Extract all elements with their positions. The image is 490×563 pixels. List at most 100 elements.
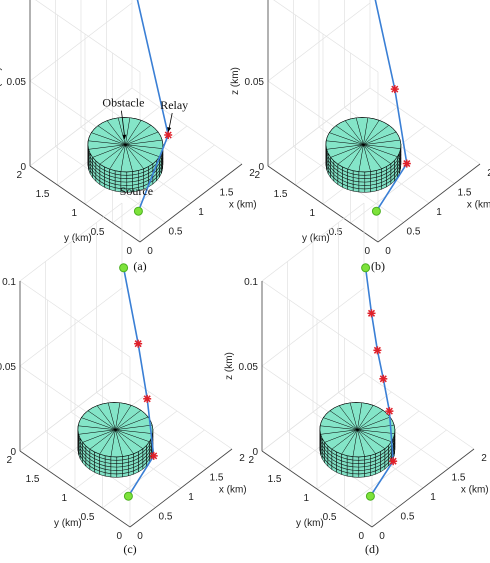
- y-tick-label: 0.5: [91, 227, 105, 238]
- annotation-source: Source: [120, 184, 153, 198]
- obstacle-spoke: [363, 120, 380, 145]
- y-tick-label: 2: [6, 455, 12, 466]
- relay-marker: [389, 457, 398, 466]
- relay-stroke: [389, 457, 397, 465]
- relay-marker: [373, 346, 382, 355]
- z-axis-label: z (km): [224, 352, 235, 380]
- obstacle-spoke: [323, 417, 358, 430]
- obstacle-spoke: [357, 416, 391, 430]
- x-tick-label: 2: [249, 168, 255, 179]
- obstacle-spoke: [125, 144, 133, 172]
- relay-stroke: [143, 395, 151, 403]
- obstacle-spoke: [99, 429, 116, 455]
- obstacle-cylinder: [319, 402, 396, 478]
- obstacle-spoke: [324, 429, 358, 443]
- obstacle-spoke: [363, 144, 392, 164]
- obstacle-spoke: [363, 131, 397, 145]
- y-axis-line: [267, 165, 379, 243]
- obstacle-spoke: [357, 429, 395, 434]
- obstacle-spoke: [331, 429, 358, 450]
- obstacle-spoke: [320, 429, 358, 435]
- annotation-arrow: [121, 110, 125, 135]
- grid-line: [131, 87, 243, 165]
- relay-stroke: [385, 407, 393, 415]
- y-axis-label: y (km): [302, 233, 330, 244]
- obstacle-spoke: [358, 144, 364, 172]
- panel-caption: (b): [371, 259, 385, 273]
- x-tick-label: 2: [481, 453, 487, 464]
- obstacle-spoke: [87, 410, 116, 430]
- destination-marker: [361, 263, 371, 273]
- annotation-arrowhead: [167, 127, 172, 132]
- y-tick-label: 0: [358, 531, 364, 542]
- x-axis-label: x (km): [467, 199, 490, 210]
- obstacle-spoke: [115, 429, 153, 434]
- x-tick-label: 0.5: [159, 512, 173, 523]
- x-axis-label: x (km): [219, 484, 247, 495]
- obstacle-spoke: [107, 402, 116, 430]
- obstacle-spoke: [330, 144, 364, 158]
- annotation-arrowhead: [122, 134, 127, 140]
- x-tick-label: 1: [436, 207, 442, 218]
- z-tick-label: 0: [258, 162, 264, 173]
- z-tick-label: 0.1: [244, 277, 258, 288]
- obstacle-spoke: [363, 144, 371, 172]
- relay-marker: [402, 159, 411, 168]
- z-axis-label: z (km): [230, 67, 241, 95]
- obstacle-spoke: [352, 429, 358, 457]
- y-tick-label: 1: [61, 493, 67, 504]
- relay-stroke: [367, 309, 376, 317]
- source-marker: [133, 206, 143, 216]
- obstacle-spoke: [349, 402, 358, 430]
- panel-caption: (d): [365, 542, 379, 556]
- obstacle-spoke: [341, 429, 358, 455]
- x-tick-label: 0: [147, 246, 153, 257]
- wall-grid-line: [35, 0, 141, 73]
- relay-stroke: [391, 85, 399, 93]
- source-marker: [371, 206, 381, 216]
- y-tick-label: 2: [16, 170, 22, 181]
- relay-marker: [367, 309, 376, 318]
- obstacle-spoke: [125, 125, 152, 145]
- y-axis-label: y (km): [296, 518, 324, 529]
- x-axis-line: [377, 163, 481, 243]
- z-axis-label: z (km): [0, 67, 3, 95]
- path-line: [374, 0, 408, 212]
- x-tick-label: 1.5: [458, 188, 472, 199]
- obstacle-spoke: [357, 424, 395, 430]
- x-axis-line: [139, 163, 243, 243]
- z-tick-label: 0: [10, 447, 16, 458]
- y-tick-label: 1: [71, 208, 77, 219]
- z-tick-label: 0: [20, 162, 26, 173]
- grid-line: [121, 372, 233, 450]
- axes: [261, 281, 475, 528]
- x-tick-label: 0.5: [407, 227, 421, 238]
- obstacle-spoke: [92, 144, 126, 158]
- obstacle-spoke: [88, 140, 126, 145]
- x-axis-label: x (km): [461, 484, 489, 495]
- obstacle-spoke: [81, 417, 116, 430]
- obstacle-spoke: [329, 410, 358, 430]
- obstacle-spoke: [357, 402, 363, 430]
- relay-stroke: [379, 375, 387, 383]
- obstacle-cylinder: [325, 117, 402, 193]
- y-axis-line: [19, 450, 131, 528]
- obstacle-spoke: [110, 429, 116, 457]
- obstacle-spoke: [115, 424, 153, 430]
- obstacle-spoke: [320, 425, 358, 430]
- relay-marker: [379, 374, 388, 383]
- z-tick-label: 0.05: [0, 362, 16, 373]
- obstacle-spoke: [357, 410, 384, 430]
- relay-stroke: [403, 160, 411, 168]
- obstacle-spoke: [106, 120, 126, 145]
- obstacle-spoke: [338, 405, 358, 430]
- x-axis-line: [129, 448, 233, 528]
- source-marker: [123, 491, 133, 501]
